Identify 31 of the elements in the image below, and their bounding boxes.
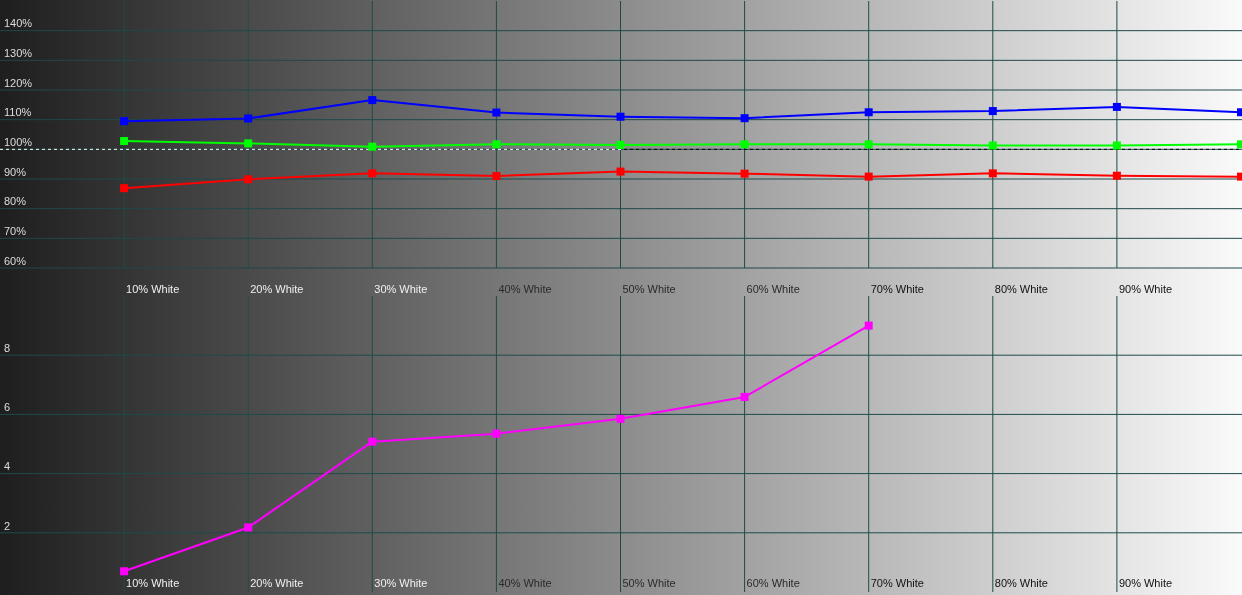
x-tick-label: 30% White [374, 283, 428, 295]
y-tick-label: 90% [4, 165, 27, 178]
x-tick-label: 20% White [250, 283, 304, 295]
x-tick-label: 20% White [250, 577, 304, 589]
y-tick-label: 110% [4, 106, 32, 119]
y-tick-label: 70% [4, 225, 27, 238]
y-tick-label: 100% [4, 136, 33, 149]
y-tick-label: 80% [4, 195, 27, 208]
x-tick-label: 50% White [622, 283, 676, 295]
x-tick-label: 80% White [994, 577, 1048, 589]
x-tick-label: 10% White [126, 283, 180, 295]
y-tick-label: 130% [4, 47, 33, 60]
y-tick-label: 60% [4, 254, 27, 267]
y-tick-label: 6 [4, 401, 11, 414]
x-tick-label: 90% White [1118, 577, 1173, 589]
x-tick-label: 40% White [498, 283, 552, 295]
y-tick-label: 120% [4, 76, 33, 89]
x-tick-label: 70% White [870, 283, 924, 295]
x-tick-label: 90% White [1118, 283, 1173, 295]
x-tick-label: 60% White [746, 283, 800, 295]
y-tick-label: 8 [4, 341, 11, 354]
y-tick-label: 140% [4, 17, 33, 30]
x-tick-label: 10% White [126, 577, 180, 589]
x-tick-label: 50% White [622, 577, 676, 589]
y-tick-label: 2 [4, 519, 11, 532]
x-tick-label: 80% White [994, 283, 1048, 295]
x-tick-label: 70% White [870, 577, 924, 589]
y-tick-label: 4 [4, 460, 11, 473]
x-tick-label: 40% White [498, 577, 552, 589]
x-tick-label: 30% White [374, 577, 428, 589]
x-tick-label: 60% White [746, 577, 800, 589]
